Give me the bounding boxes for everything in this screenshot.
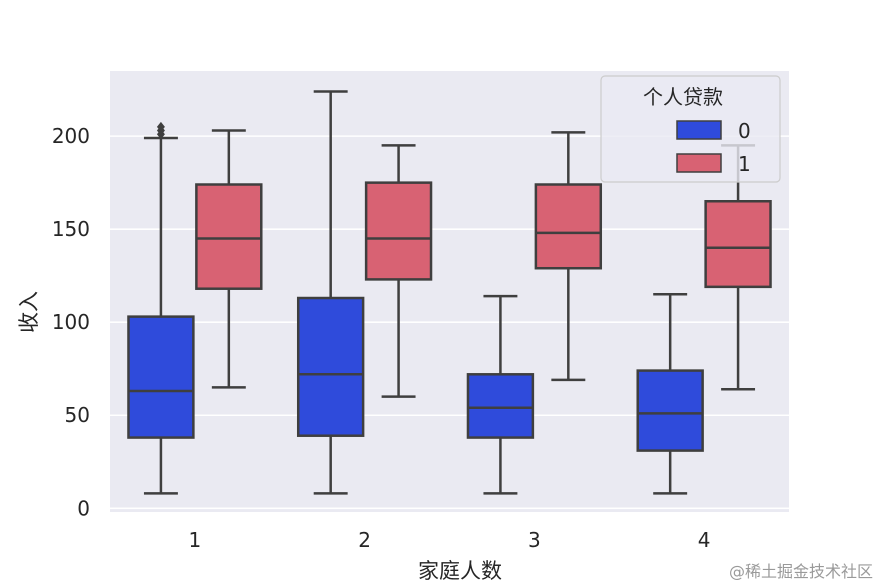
box-1-cat-1	[195, 129, 263, 389]
y-axis-label: 收入	[17, 291, 41, 333]
box-0-cat-1	[127, 121, 195, 495]
box-1-cat-2	[364, 144, 433, 398]
legend-swatch-1	[676, 153, 722, 173]
y-tick-100: 100	[52, 310, 90, 334]
box-0-cat-4	[636, 293, 704, 495]
box-body	[127, 315, 195, 439]
box-body	[534, 183, 603, 270]
box-1-cat-3	[534, 131, 603, 382]
box-body	[466, 373, 535, 439]
box-body	[195, 183, 263, 290]
legend-title: 个人贷款	[643, 85, 723, 109]
x-tick-labels: 1 2 3 4	[189, 528, 711, 552]
x-tick-1: 1	[189, 528, 202, 552]
outlier-2	[156, 121, 165, 132]
box-0-cat-2	[296, 90, 365, 495]
y-tick-labels: 0 50 100 150 200	[52, 124, 90, 520]
y-tick-0: 0	[77, 496, 90, 520]
legend-label-0: 0	[738, 119, 751, 143]
watermark: @稀土掘金技术社区	[728, 562, 873, 581]
legend-label-1: 1	[738, 152, 751, 176]
x-tick-3: 3	[528, 528, 541, 552]
box-body	[636, 369, 704, 452]
box-1-cat-4	[704, 144, 772, 391]
x-tick-2: 2	[358, 528, 371, 552]
legend-swatch-0	[676, 120, 722, 140]
y-tick-200: 200	[52, 124, 90, 148]
box-body	[704, 200, 772, 289]
x-axis-label: 家庭人数	[418, 559, 502, 583]
boxes-layer	[127, 90, 772, 495]
x-tick-4: 4	[698, 528, 711, 552]
legend: 个人贷款 0 1	[600, 75, 781, 183]
box-0-cat-3	[466, 294, 535, 495]
box-body	[296, 296, 365, 437]
y-tick-50: 50	[65, 403, 90, 427]
box-body	[364, 181, 433, 281]
y-tick-150: 150	[52, 217, 90, 241]
